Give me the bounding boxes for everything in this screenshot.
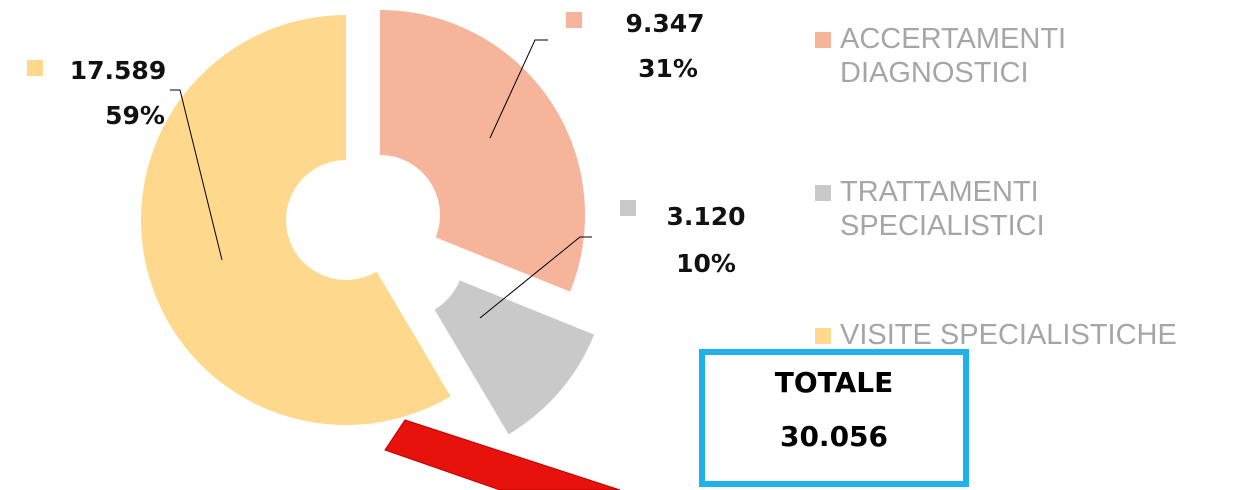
slice [434, 280, 595, 435]
total-value: 30.056 [780, 420, 888, 453]
leader-line [170, 89, 223, 261]
percent-label: 59% [105, 101, 165, 130]
label-marker [566, 12, 582, 28]
arrow [384, 419, 621, 490]
label-marker [620, 200, 636, 216]
legend-label: TRATTAMENTI SPECIALISTICI [840, 176, 1045, 242]
legend-swatch [815, 185, 831, 201]
legend-swatch [815, 328, 831, 344]
percent-label: 10% [676, 249, 736, 278]
leader-line [489, 39, 548, 139]
legend-swatch [815, 32, 831, 48]
label-marker [27, 60, 43, 76]
value-label: 9.347 [625, 9, 704, 38]
legend-label: VISITE SPECIALISTICHE [840, 319, 1177, 351]
legend-label: ACCERTAMENTI DIAGNOSTICI [840, 23, 1067, 89]
value-label: 17.589 [70, 56, 166, 85]
percent-label: 31% [638, 54, 698, 83]
total-title: TOTALE [775, 366, 893, 399]
leader-line [479, 236, 592, 319]
slice [380, 10, 585, 292]
value-label: 3.120 [666, 202, 745, 231]
total-box [699, 349, 969, 487]
slice [140, 15, 451, 426]
